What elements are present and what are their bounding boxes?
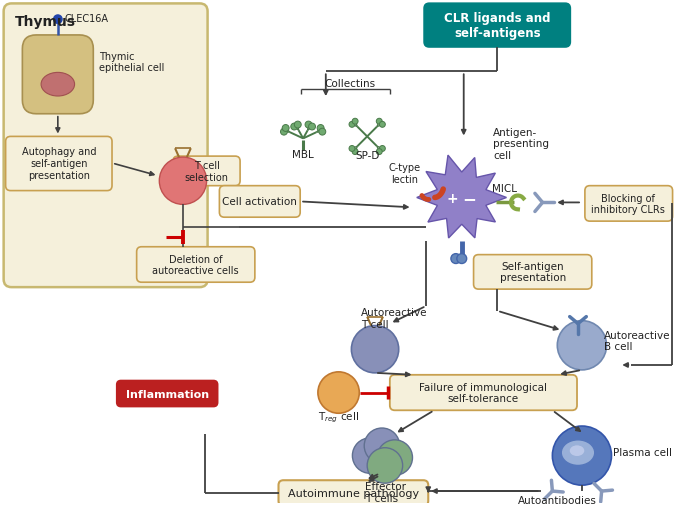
Text: Self-antigen
presentation: Self-antigen presentation	[499, 261, 566, 282]
Text: Effector
T cells: Effector T cells	[365, 482, 406, 503]
Circle shape	[376, 149, 382, 155]
FancyBboxPatch shape	[219, 186, 300, 218]
Text: CLEC16A: CLEC16A	[64, 14, 109, 24]
Circle shape	[451, 254, 461, 264]
Circle shape	[558, 321, 606, 370]
Text: SP-D: SP-D	[355, 151, 379, 161]
Polygon shape	[416, 156, 506, 239]
Circle shape	[552, 426, 612, 485]
Text: Plasma cell: Plasma cell	[614, 447, 673, 457]
FancyBboxPatch shape	[136, 247, 255, 282]
Text: Thymus: Thymus	[14, 15, 75, 29]
Text: +: +	[446, 192, 458, 206]
Circle shape	[367, 448, 403, 483]
Text: Blocking of
inhibitory CLRs: Blocking of inhibitory CLRs	[591, 193, 665, 215]
Circle shape	[349, 122, 355, 128]
Text: Autoimmune pathology: Autoimmune pathology	[288, 488, 419, 498]
Circle shape	[377, 440, 412, 475]
Ellipse shape	[561, 440, 595, 466]
Text: Failure of immunological
self-tolerance: Failure of immunological self-tolerance	[419, 382, 547, 404]
Text: Autoreactive
B cell: Autoreactive B cell	[603, 330, 670, 351]
Circle shape	[379, 146, 386, 152]
Circle shape	[53, 15, 63, 25]
FancyBboxPatch shape	[424, 5, 570, 48]
Circle shape	[351, 326, 399, 373]
FancyBboxPatch shape	[23, 36, 93, 115]
Text: Autoreactive
T cell: Autoreactive T cell	[361, 307, 427, 329]
Circle shape	[308, 124, 316, 131]
FancyBboxPatch shape	[3, 5, 208, 288]
FancyBboxPatch shape	[473, 255, 592, 290]
Text: Deletion of
autoreactive cells: Deletion of autoreactive cells	[153, 254, 239, 276]
Text: CLR ligands and
self-antigens: CLR ligands and self-antigens	[444, 12, 551, 40]
Text: Antigen-
presenting
cell: Antigen- presenting cell	[493, 127, 549, 160]
Ellipse shape	[41, 73, 75, 97]
Text: T cell
selection: T cell selection	[184, 161, 229, 182]
FancyBboxPatch shape	[279, 480, 428, 506]
Circle shape	[305, 122, 312, 129]
Text: MICL: MICL	[492, 183, 516, 193]
Circle shape	[352, 119, 358, 125]
Text: MBL: MBL	[292, 150, 314, 160]
FancyBboxPatch shape	[173, 157, 240, 186]
Text: −: −	[462, 190, 477, 208]
Text: Autophagy and
self-antigen
presentation: Autophagy and self-antigen presentation	[21, 147, 96, 180]
Ellipse shape	[569, 445, 585, 457]
Circle shape	[318, 372, 360, 413]
Text: C-type
lectin: C-type lectin	[388, 163, 421, 184]
Circle shape	[319, 129, 326, 136]
Circle shape	[349, 146, 355, 152]
Circle shape	[282, 125, 289, 132]
Circle shape	[352, 149, 358, 155]
Circle shape	[376, 119, 382, 125]
Circle shape	[317, 125, 324, 132]
Circle shape	[352, 438, 388, 473]
Circle shape	[280, 129, 288, 136]
Text: Collectins: Collectins	[325, 79, 376, 89]
FancyBboxPatch shape	[585, 186, 673, 222]
Circle shape	[291, 124, 298, 131]
FancyBboxPatch shape	[117, 381, 217, 407]
Text: Thymic
epithelial cell: Thymic epithelial cell	[99, 51, 164, 73]
Circle shape	[364, 428, 399, 464]
FancyBboxPatch shape	[390, 375, 577, 410]
Circle shape	[160, 158, 207, 205]
Circle shape	[295, 122, 301, 129]
Text: Inflammation: Inflammation	[125, 389, 209, 399]
Text: T$_{reg}$ cell: T$_{reg}$ cell	[318, 410, 359, 425]
Circle shape	[379, 122, 386, 128]
FancyBboxPatch shape	[5, 137, 112, 191]
Text: Autoantibodies: Autoantibodies	[518, 495, 597, 505]
Circle shape	[457, 254, 466, 264]
Text: Cell activation: Cell activation	[223, 197, 297, 207]
